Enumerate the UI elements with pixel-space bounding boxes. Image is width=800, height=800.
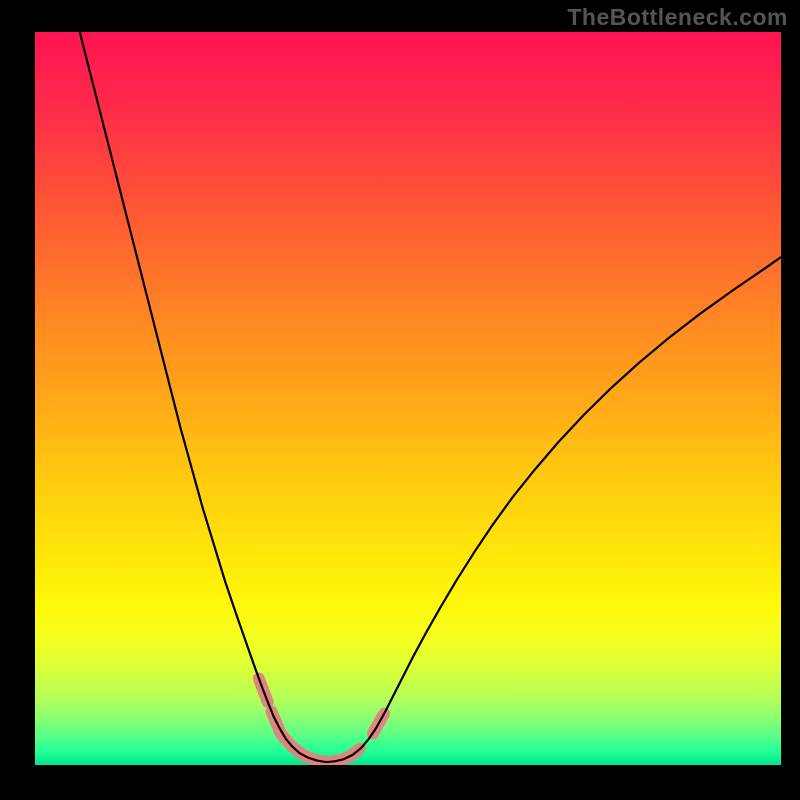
- gradient-background: [35, 32, 781, 765]
- plot-svg: [35, 32, 781, 765]
- stage: TheBottleneck.com: [0, 0, 800, 800]
- watermark-text: TheBottleneck.com: [567, 4, 788, 31]
- plot-area: [35, 32, 781, 765]
